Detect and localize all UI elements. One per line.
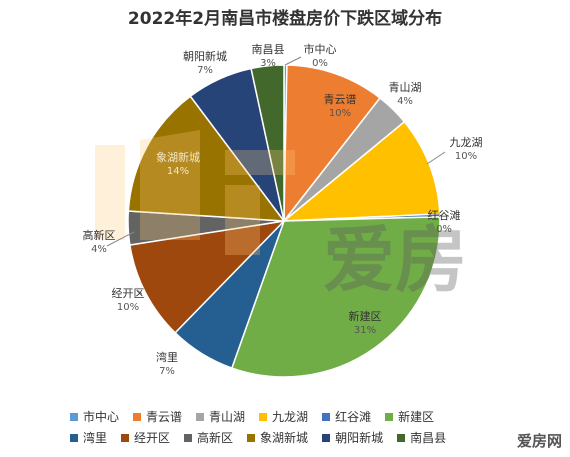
legend-item: 高新区 (184, 429, 233, 446)
data-label-value: 31% (354, 325, 376, 336)
data-label-name: 高新区 (83, 228, 116, 242)
data-label-value: 3% (260, 58, 276, 69)
legend-item: 红谷滩 (322, 408, 371, 425)
legend-item: 九龙湖 (259, 408, 308, 425)
legend-label: 湾里 (83, 431, 108, 445)
legend-label: 高新区 (197, 431, 234, 445)
data-label-name: 南昌县 (252, 43, 285, 56)
data-label-name: 经开区 (112, 287, 145, 300)
data-label-value: 7% (159, 366, 175, 377)
legend-item: 经开区 (121, 429, 170, 446)
data-label-name: 九龙湖 (450, 136, 483, 149)
data-label-value: 0% (436, 224, 452, 235)
watermark-text: 爱房网 (516, 432, 562, 450)
legend-swatch (70, 412, 78, 421)
legend-item: 青云谱 (133, 408, 182, 425)
data-label-value: 4% (397, 96, 413, 107)
pie-slice-南昌县 (250, 64, 285, 222)
legend-swatch (385, 412, 394, 421)
legend-swatch (259, 412, 268, 421)
legend-swatch (70, 433, 78, 442)
data-label-value: 10% (117, 302, 139, 313)
legend-label: 青云谱 (146, 410, 183, 424)
legend-label: 朝阳新城 (335, 431, 384, 445)
data-label-name: 红谷滩 (428, 208, 461, 222)
leader-line (284, 56, 302, 66)
legend-item: 市中心 (70, 408, 119, 425)
legend-label: 市中心 (83, 410, 120, 424)
watermark-logo-icon: 爱房 (323, 218, 467, 302)
legend-swatch (184, 433, 193, 442)
data-label-name: 青山湖 (389, 81, 422, 94)
data-label-name: 湾里 (156, 350, 178, 364)
pie-slice-经开区 (129, 219, 287, 334)
data-label-name: 青云谱 (324, 92, 357, 106)
legend-label: 青山湖 (209, 410, 246, 424)
legend-item: 南昌县 (397, 429, 446, 446)
pie-chart: 爱房 市中心 0% 青云谱 10% 青山湖 4% 九龙湖 10% 红谷滩 0% 新建区 31% 湾里 7% 经… (83, 42, 483, 378)
legend-swatch (121, 433, 130, 442)
legend-label: 南昌县 (410, 431, 447, 445)
leader-line (106, 231, 135, 247)
chart-title: 2022年2月南昌市楼盘房价下跌区域分布 (127, 9, 443, 29)
pie-slice-九龙湖 (281, 120, 441, 222)
legend-swatch (322, 433, 331, 442)
data-label-name: 市中心 (304, 42, 337, 56)
watermark-house-icon (95, 130, 295, 255)
data-label-name: 朝阳新城 (183, 49, 227, 63)
data-label-value: 10% (329, 108, 351, 119)
legend-label: 象湖新城 (260, 431, 309, 445)
legend: 市中心 青云谱 青山湖 九龙湖 红谷滩 新建区 湾里 经开区 高新区 象湖新城 朝阳新城 南昌县 (70, 406, 540, 448)
legend-label: 经开区 (134, 431, 171, 445)
pie-slice-象湖新城 (127, 95, 286, 222)
data-label-value: 14% (167, 166, 189, 177)
legend-swatch (247, 433, 256, 442)
leader-line (426, 151, 446, 165)
legend-item: 新建区 (385, 408, 434, 425)
pie-slice-青云谱 (283, 64, 382, 224)
legend-label: 九龙湖 (272, 410, 309, 424)
legend-swatch (196, 412, 205, 421)
legend-row: 湾里 经开区 高新区 象湖新城 朝阳新城 南昌县 (70, 427, 540, 448)
legend-item: 湾里 (70, 429, 107, 446)
legend-item: 朝阳新城 (322, 429, 383, 446)
data-label-value: 4% (91, 244, 107, 255)
legend-label: 新建区 (398, 410, 435, 424)
data-label-name: 象湖新城 (156, 150, 200, 164)
data-label-value: 7% (197, 65, 213, 76)
data-label-value: 10% (455, 151, 477, 162)
legend-item: 象湖新城 (247, 429, 308, 446)
legend-swatch (133, 412, 142, 421)
legend-row: 市中心 青云谱 青山湖 九龙湖 红谷滩 新建区 (70, 406, 540, 427)
leader-line (136, 289, 143, 295)
legend-label: 红谷滩 (335, 410, 372, 424)
legend-swatch (322, 412, 331, 421)
legend-item: 青山湖 (196, 408, 245, 425)
legend-swatch (397, 433, 406, 442)
data-label-name: 新建区 (349, 309, 382, 323)
pie-slice-新建区 (230, 216, 441, 378)
data-label-value: 0% (312, 58, 328, 69)
